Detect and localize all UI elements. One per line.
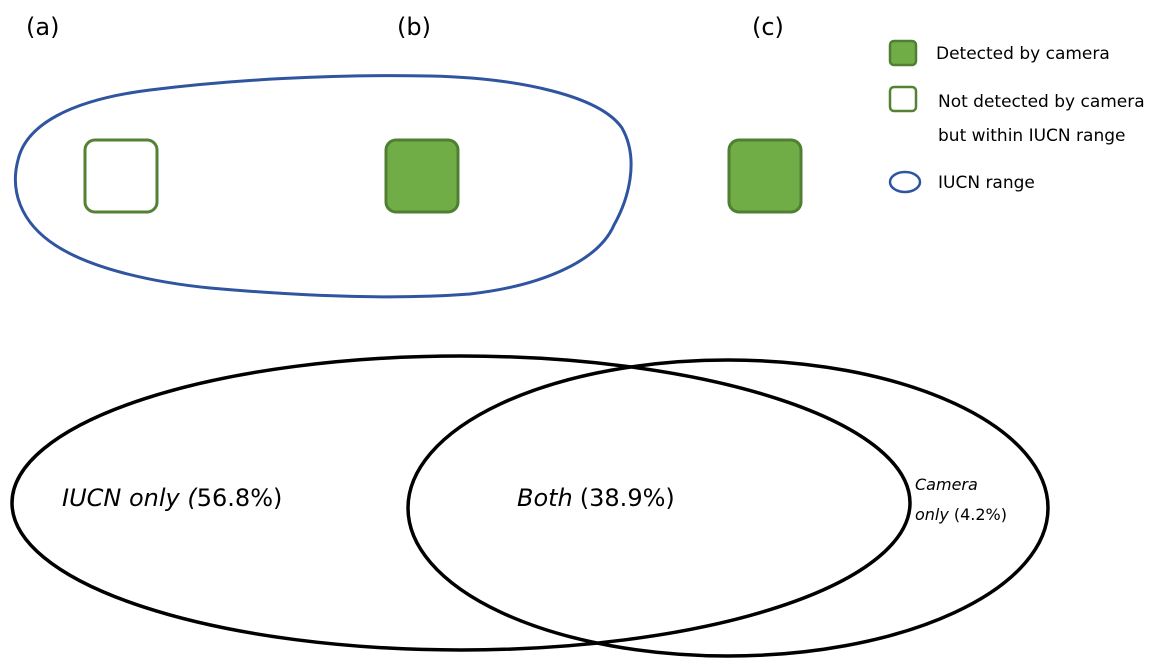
legend-detected-label: Detected by camera bbox=[936, 44, 1110, 64]
venn-both-value: (38.9%) bbox=[580, 484, 675, 512]
iucn-range-outline bbox=[13, 74, 633, 299]
legend-not-detected-label-line2: but within IUCN range bbox=[938, 126, 1125, 146]
legend-detected-swatch bbox=[888, 39, 918, 67]
venn-camera-ellipse bbox=[406, 358, 1050, 658]
venn-iucn-only-label: IUCN only ( bbox=[62, 484, 198, 512]
legend-iucn-range-swatch bbox=[888, 170, 922, 194]
venn-iucn-only-value: 56.8%) bbox=[197, 484, 283, 512]
venn-iucn-only-text: IUCN only (56.8%) bbox=[62, 484, 282, 512]
venn-iucn-ellipse bbox=[10, 354, 912, 652]
venn-both-label: Both bbox=[517, 484, 573, 512]
venn-camera-only-label-line1: Camera bbox=[915, 475, 978, 494]
venn-camera-only-label-line2: only bbox=[915, 505, 949, 524]
legend: Detected by camera Not detected by camer… bbox=[888, 39, 1145, 194]
legend-not-detected-swatch bbox=[888, 85, 918, 113]
legend-not-detected-label-line1: Not detected by camera bbox=[938, 92, 1145, 112]
panel-label-c: (c) bbox=[752, 13, 784, 41]
panel-label-a: (a) bbox=[26, 13, 59, 41]
detected-square-b bbox=[384, 138, 460, 214]
not-detected-square-a bbox=[83, 138, 159, 214]
venn-both-text: Both (38.9%) bbox=[517, 484, 675, 512]
detected-square-c bbox=[727, 138, 803, 214]
panel-label-b: (b) bbox=[397, 13, 431, 41]
venn-camera-only-value: (4.2%) bbox=[954, 505, 1007, 524]
venn-camera-only-text-line2: only (4.2%) bbox=[915, 505, 1007, 524]
legend-iucn-range-label: IUCN range bbox=[938, 173, 1035, 193]
venn-diagram: IUCN only (56.8%) Both (38.9%) Camera onl… bbox=[10, 354, 1050, 658]
